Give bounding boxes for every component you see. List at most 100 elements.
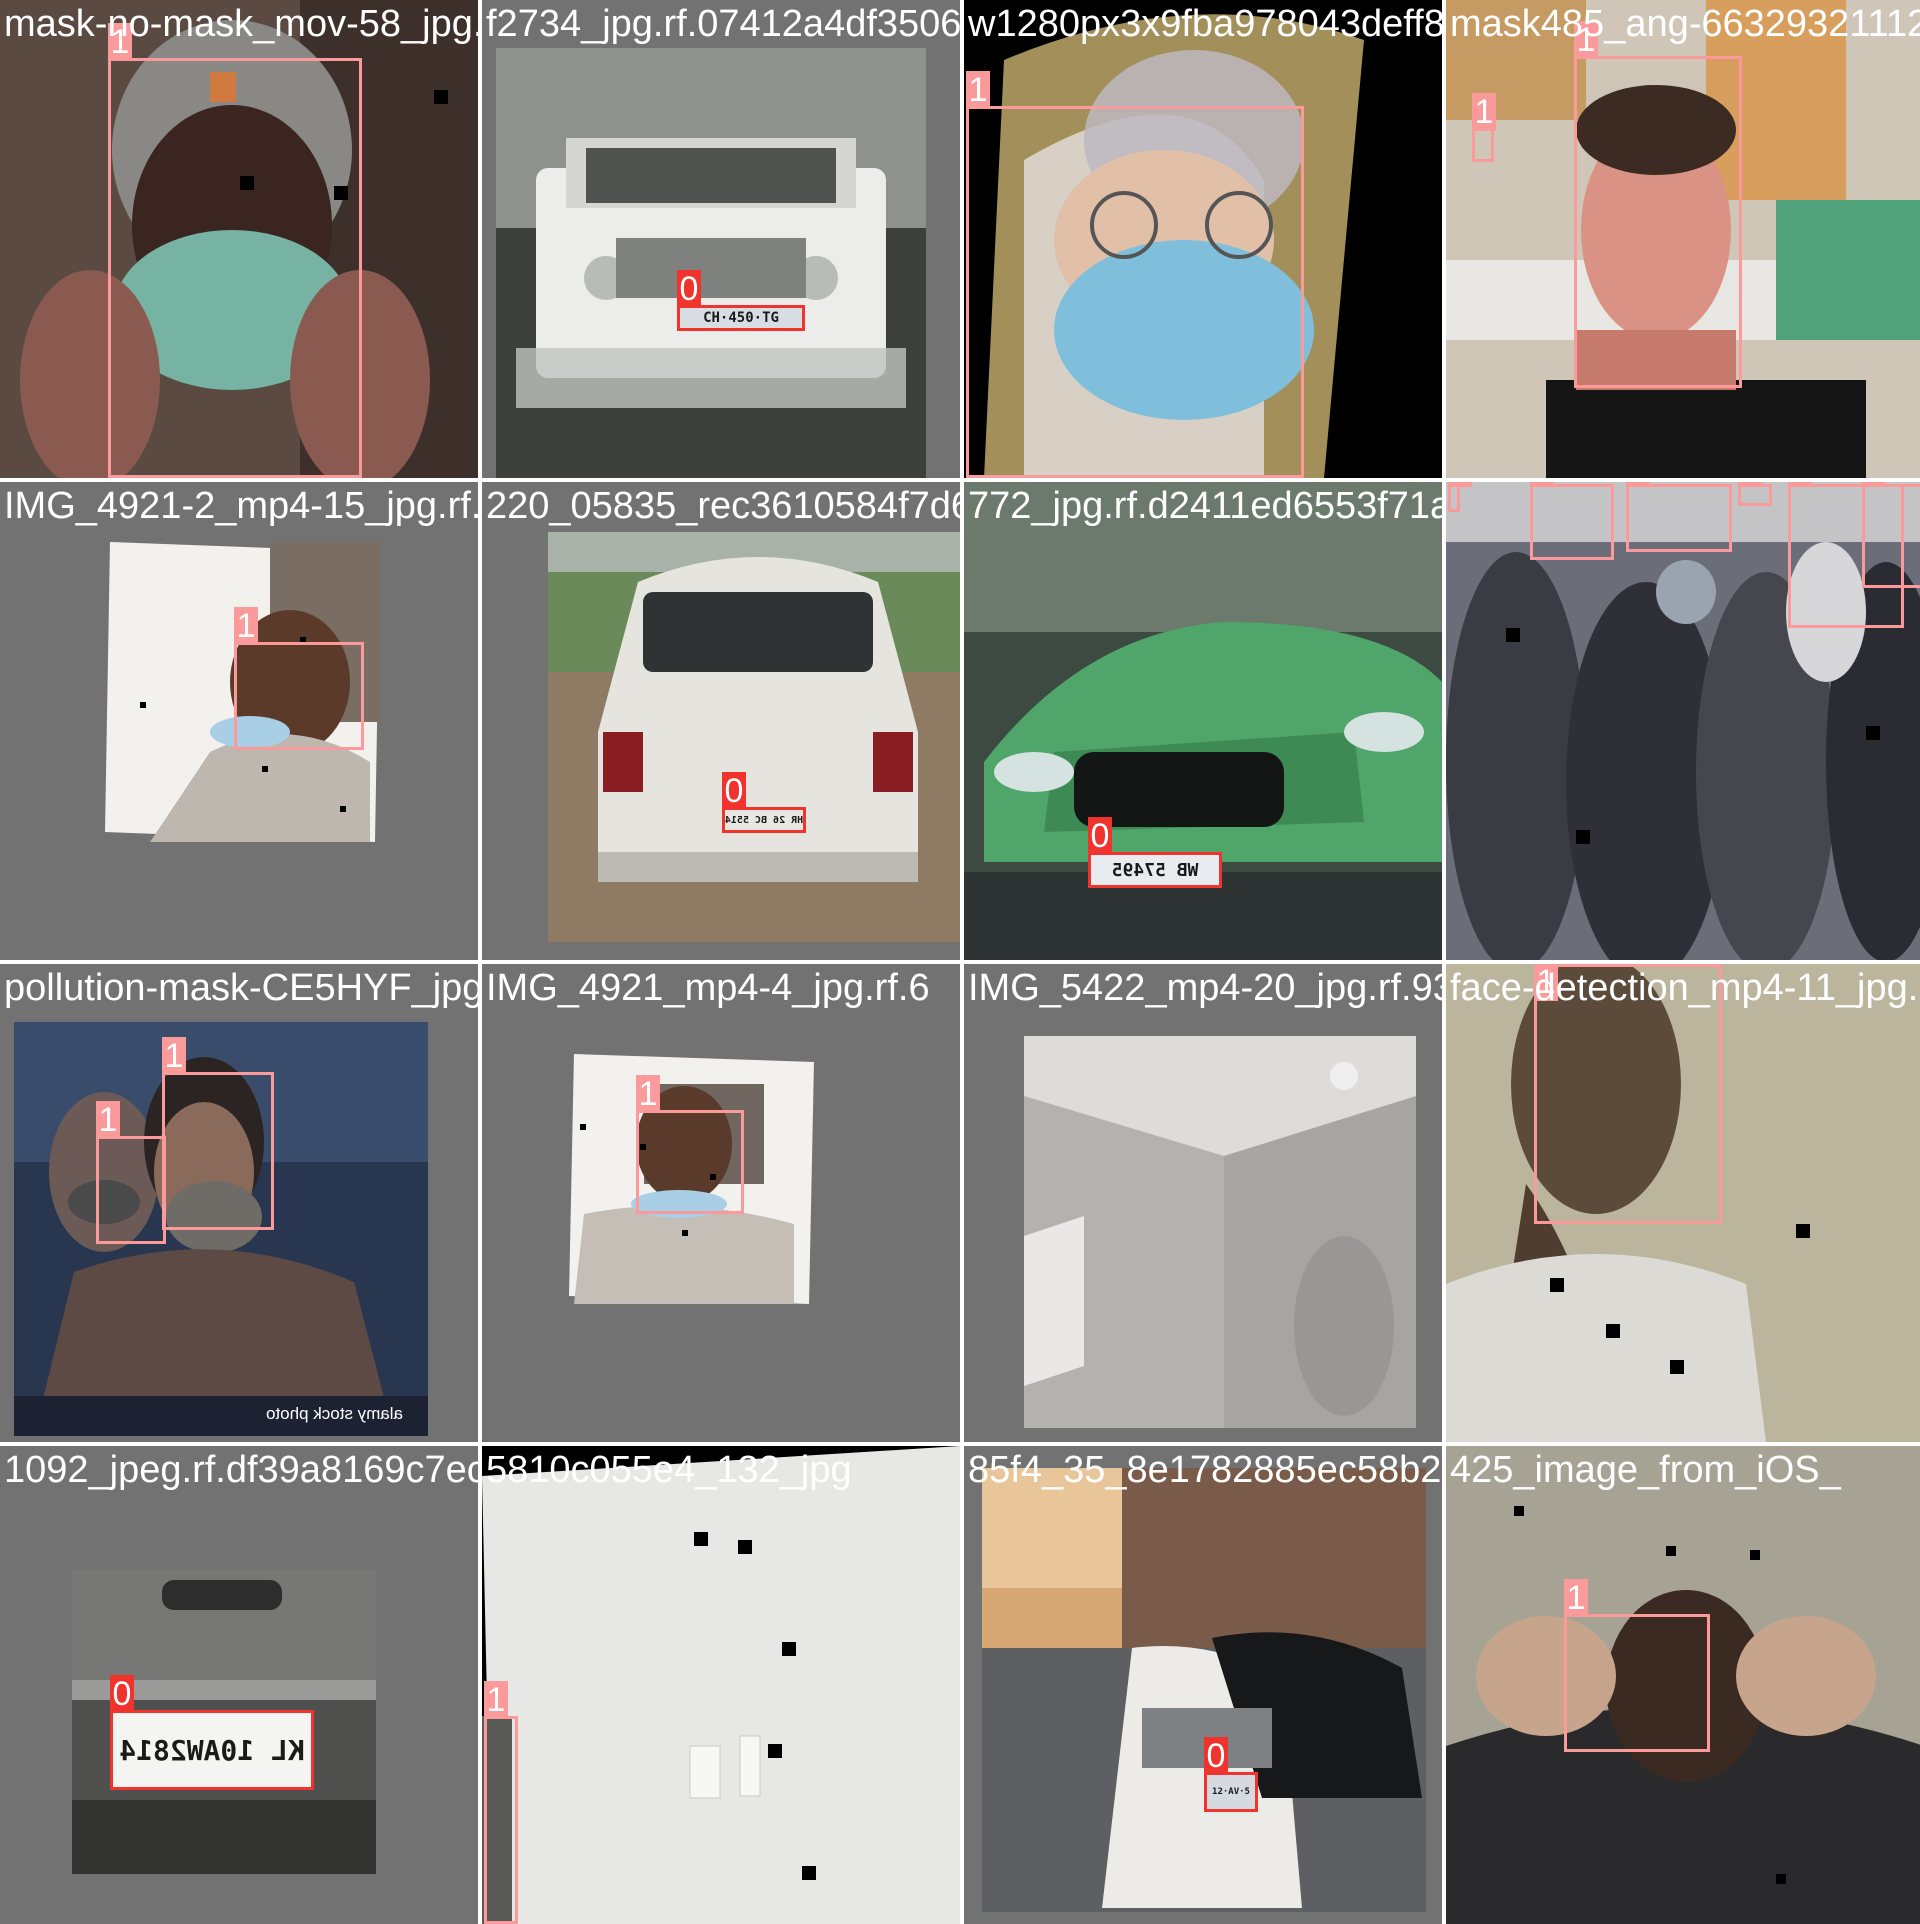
- tile-crowd: 1 1 1 1 1 1: [1446, 482, 1920, 960]
- tile-mask-no-mask: 1 mask-no-mask_mov-58_jpg.: [0, 0, 478, 478]
- noise-dot: [1796, 1224, 1810, 1238]
- license-plate-text: KL 10AW2814: [119, 1733, 305, 1767]
- tile-chin-mask: 1 IMG_4921-2_mp4-15_jpg.rf.: [0, 482, 478, 960]
- box-class-label: 0: [1204, 1737, 1228, 1775]
- noise-dot: [1550, 1278, 1564, 1292]
- noise-dot: [240, 176, 254, 190]
- tile-filename: 220_05835_rec3610584f7d64ea: [486, 485, 960, 527]
- bounding-box: 1: [636, 1075, 744, 1214]
- tile-filename: 1092_jpeg.rf.df39a8169c7ec: [4, 1449, 478, 1491]
- tile-g-wagon: CH·450·TG 0 f2734_jpg.rf.07412a4df350645: [482, 0, 960, 478]
- photo-green-sports-car: [964, 482, 1442, 960]
- bounding-box: 1: [1574, 21, 1742, 388]
- bounding-box: 1: [96, 1101, 166, 1244]
- noise-dot: [140, 702, 146, 708]
- box-class-label: 1: [484, 1681, 508, 1719]
- box-class-label: 1: [1472, 93, 1496, 131]
- noise-dot: [738, 1540, 752, 1554]
- photo-man-office: [1446, 0, 1920, 478]
- tile-filename: IMG_5422_mp4-20_jpg.rf.93: [968, 967, 1442, 1009]
- bounding-box: 1: [234, 607, 364, 750]
- bounding-box: 1: [1626, 482, 1732, 552]
- bounding-box: KL 10AW2814 0: [110, 1675, 314, 1790]
- box-class-label: 0: [110, 1675, 134, 1713]
- bounding-box: 1: [1472, 93, 1496, 162]
- noise-dot: [782, 1642, 796, 1656]
- photo-man-chin-mask: [105, 542, 380, 842]
- license-plate-text: HR 26 BC 5514: [724, 814, 804, 826]
- photo-room-corner: [1024, 1036, 1416, 1428]
- tile-face-detection: 1 face-detection_mp4-11_jpg.: [1446, 964, 1920, 1442]
- bounding-box: WB 57495 0: [1088, 817, 1222, 888]
- tile-green-amg: WB 57495 0 772_jpg.rf.d2411ed6553f71a5: [964, 482, 1442, 960]
- bounding-box: 1: [1788, 482, 1904, 628]
- box-class-label: 1: [636, 1075, 660, 1113]
- bounding-box: 1: [484, 1681, 518, 1924]
- noise-dot: [710, 1174, 716, 1180]
- box-class-label: 1: [1534, 964, 1558, 1001]
- noise-dot: [768, 1744, 782, 1758]
- box-class-label: 1: [1448, 482, 1472, 487]
- license-plate-text: 12·AV·5: [1212, 1787, 1250, 1797]
- tile-filename: f2734_jpg.rf.07412a4df350645: [486, 3, 960, 45]
- tile-filename: 5810c055e4_132_jpg: [486, 1449, 852, 1491]
- photo-woman-hood: [964, 0, 1442, 478]
- box-class-label: 1: [1530, 482, 1554, 487]
- bounding-box: 1: [1534, 964, 1722, 1224]
- tile-suzuki: HR 26 BC 5514 0 220_05835_rec3610584f7d6…: [482, 482, 960, 960]
- photo-street-cars: [982, 1468, 1426, 1912]
- noise-dot: [682, 1230, 688, 1236]
- tile-filename: 425_image_from_iOS_: [1450, 1449, 1841, 1491]
- noise-dot: [1750, 1550, 1760, 1560]
- photo-man-hands-eyes: [1446, 1446, 1920, 1924]
- tile-office-man: 1 1 mask485_ang-663293211124: [1446, 0, 1920, 478]
- tile-filename: IMG_4921-2_mp4-15_jpg.rf.: [4, 485, 478, 527]
- tile-hands-eyes: 1 425_image_from_iOS_: [1446, 1446, 1920, 1924]
- tile-filename: 85f4_35_8e1782885ec58b2da: [968, 1449, 1442, 1491]
- photo-crowd-masks: [1446, 482, 1920, 960]
- noise-dot: [1776, 1874, 1786, 1884]
- box-class-label: 0: [1088, 817, 1112, 855]
- tile-hood-mask: 1 w1280px3x9fba978043deff83: [964, 0, 1442, 478]
- noise-dot: [334, 186, 348, 200]
- noise-dot: [694, 1532, 708, 1546]
- bounding-box: 1: [1862, 482, 1920, 588]
- license-plate-text: CH·450·TG: [703, 310, 779, 326]
- noise-dot: [262, 766, 268, 772]
- noise-dot: [802, 1866, 816, 1880]
- box-class-label: 1: [108, 23, 132, 61]
- tile-pollution-mask: alamy stock photo 1 1 pollution-mask-CE5…: [0, 964, 478, 1442]
- noise-dot: [1576, 830, 1590, 844]
- photo-white-wall: [482, 1446, 960, 1924]
- tile-filename: w1280px3x9fba978043deff83: [968, 3, 1442, 45]
- photo-man-chin-mask-2: [569, 1054, 814, 1304]
- noise-dot: [1866, 726, 1880, 740]
- box-class-label: 1: [966, 71, 990, 109]
- box-class-label: 1: [1738, 482, 1762, 487]
- noise-dot: [1514, 1506, 1524, 1516]
- tile-street-mercedes: 12·AV·5 0 85f4_35_8e1782885ec58b2da: [964, 1446, 1442, 1924]
- bounding-box: 1: [966, 71, 1304, 478]
- noise-dot: [1506, 628, 1520, 642]
- bounding-box: 1: [1564, 1579, 1710, 1752]
- tile-filename: pollution-mask-CE5HYF_jpg: [4, 967, 478, 1009]
- photo-webcam-face: [1446, 964, 1920, 1442]
- box-class-label: 1: [1788, 482, 1812, 487]
- bounding-box: 1: [108, 23, 362, 478]
- tile-chin-mask-2: 1 IMG_4921_mp4-4_jpg.rf.6: [482, 964, 960, 1442]
- box-class-label: 1: [96, 1101, 120, 1139]
- box-class-label: 1: [1574, 21, 1598, 59]
- tile-filename: IMG_4921_mp4-4_jpg.rf.6: [486, 967, 930, 1009]
- noise-dot: [640, 1144, 646, 1150]
- tile-plate-closeup: KL 10AW2814 0 1092_jpeg.rf.df39a8169c7ec: [0, 1446, 478, 1924]
- box-class-label: 0: [677, 270, 701, 308]
- bounding-box: 1: [1448, 482, 1472, 512]
- bounding-box: CH·450·TG 0: [677, 270, 805, 331]
- tile-filename: face-detection_mp4-11_jpg.: [1450, 967, 1919, 1009]
- photo-man-beanie-mask: [0, 0, 478, 478]
- photo-white-hatchback: [548, 532, 960, 942]
- noise-dot: [340, 806, 346, 812]
- tile-filename: mask485_ang-663293211124: [1450, 3, 1920, 45]
- tile-room-corner: IMG_5422_mp4-20_jpg.rf.93: [964, 964, 1442, 1442]
